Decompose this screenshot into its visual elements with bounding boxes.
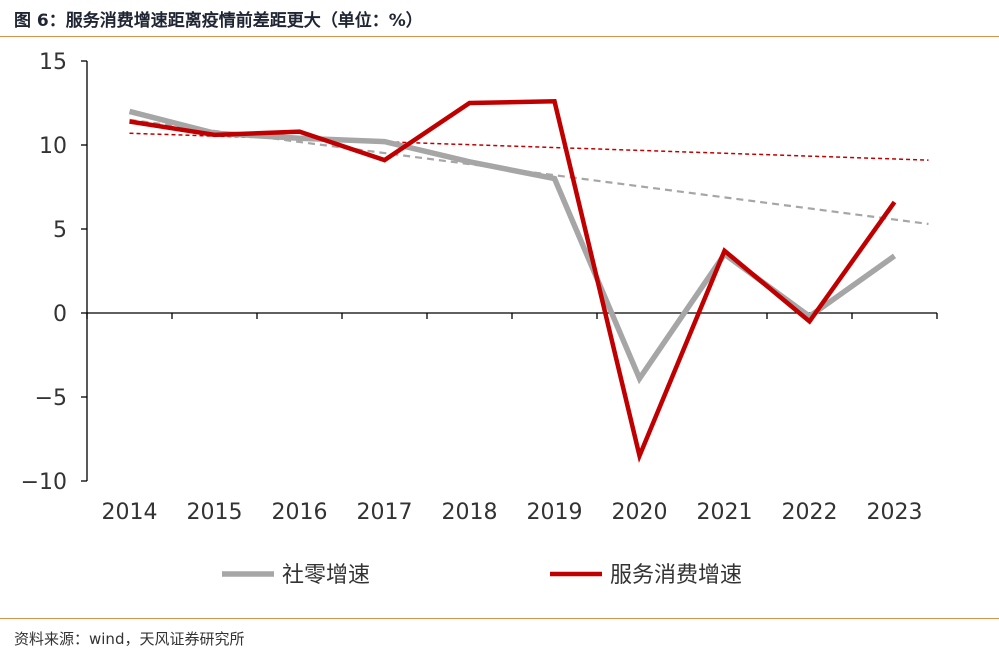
header-divider [0,36,999,37]
x-tick-label: 2023 [867,500,923,525]
series-line [129,99,897,464]
y-tick-label: 15 [39,50,67,75]
series-line [128,108,897,385]
y-tick-label: 0 [53,302,67,327]
footer-divider [0,618,999,619]
x-tick-label: 2020 [612,500,668,525]
x-tick-label: 2019 [527,500,583,525]
x-tick-label: 2021 [697,500,753,525]
line-chart: −10 −5 0 5 10 15 2014 2015 2016 2017 2018 2019 2020 2… [21,50,938,588]
y-tick-label: 5 [53,218,67,243]
x-tick-label: 2016 [272,500,328,525]
chart-axes [81,60,938,482]
y-tick-label: −5 [35,386,67,411]
x-tick-label: 2014 [102,500,158,525]
legend-label: 服务消费增速 [610,563,742,588]
series-lines [128,99,897,464]
chart-legend: 社零增速 服务消费增速 [222,563,742,588]
x-tick-label: 2015 [187,500,243,525]
tick-labels: −10 −5 0 5 10 15 2014 2015 2016 2017 2018 2019 2020 2… [21,50,923,525]
x-tick-label: 2017 [357,500,413,525]
chart-title: 图 6：服务消费增速距离疫情前差距更大（单位：%） [14,11,423,31]
legend-label: 社零增速 [282,563,370,588]
x-tick-label: 2022 [782,500,838,525]
x-tick-label: 2018 [442,500,498,525]
y-tick-label: 10 [39,134,67,159]
source-note: 资料来源：wind，天风证券研究所 [14,630,245,648]
y-tick-label: −10 [21,470,67,495]
